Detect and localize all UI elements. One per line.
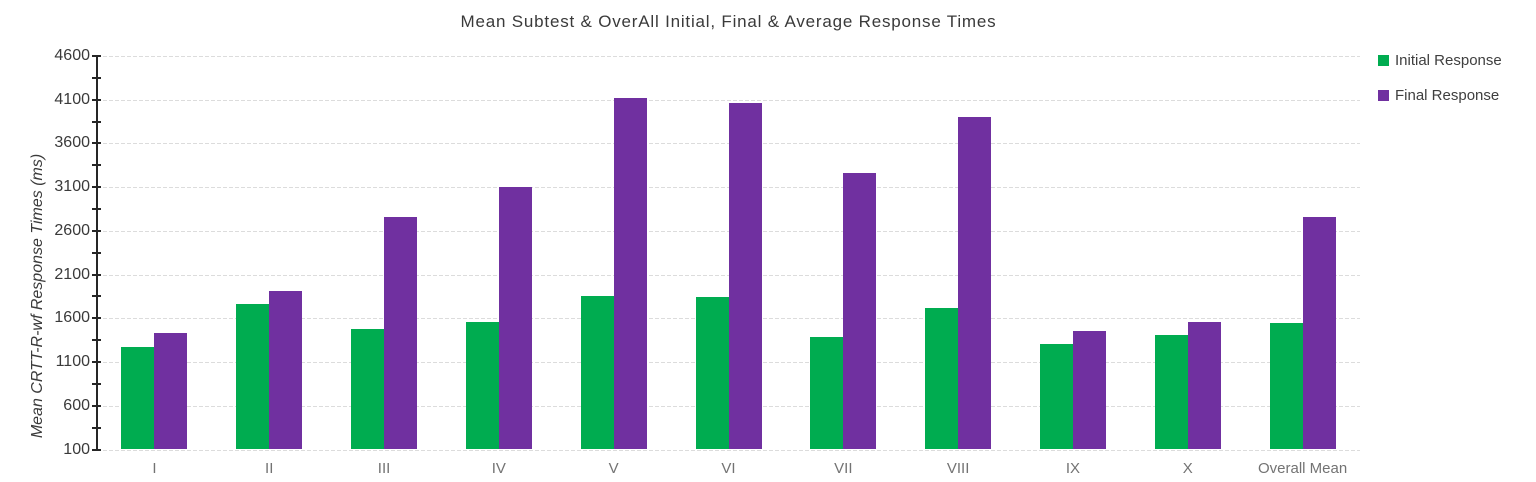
y-axis-tick-label: 4600 bbox=[54, 47, 90, 64]
y-axis-tick-label: 600 bbox=[63, 396, 90, 414]
bar-initial-response-vi bbox=[695, 297, 729, 450]
bar-initial-response-vii bbox=[810, 336, 844, 450]
bar-final-response-overall-mean bbox=[1302, 216, 1336, 450]
y-axis-tick bbox=[92, 382, 101, 385]
y-axis-tick bbox=[92, 295, 101, 298]
y-axis-tick bbox=[92, 361, 101, 364]
bar-final-response-x bbox=[1187, 321, 1221, 450]
bar-final-response-ii bbox=[269, 291, 303, 450]
bar-final-response-vi bbox=[728, 103, 762, 450]
bar-final-response-viii bbox=[958, 117, 992, 450]
bar-final-response-vii bbox=[843, 173, 877, 450]
x-axis-label: VIII bbox=[946, 459, 970, 477]
gridline bbox=[97, 449, 1360, 451]
bar-final-response-iii bbox=[384, 216, 418, 450]
y-axis-tick-label: 100 bbox=[63, 440, 90, 458]
y-axis-tick bbox=[92, 55, 101, 57]
legend-label: Final Response bbox=[1395, 87, 1500, 104]
y-axis-tick-label: 2600 bbox=[54, 221, 90, 239]
y-axis-tick bbox=[92, 120, 101, 123]
legend-item-initial-response: Initial Response bbox=[1378, 52, 1502, 69]
x-axis-label: X bbox=[1182, 459, 1193, 477]
x-axis-label: III bbox=[377, 459, 391, 477]
bar-final-response-iv bbox=[498, 187, 532, 450]
legend: Initial Response Final Response bbox=[1378, 52, 1502, 122]
x-axis-label: V bbox=[608, 459, 619, 477]
gridline bbox=[97, 56, 1360, 57]
y-axis-tick bbox=[92, 142, 101, 145]
x-axis-label: I bbox=[152, 459, 157, 477]
y-axis-tick bbox=[92, 404, 101, 407]
x-axis-label: II bbox=[265, 459, 274, 477]
y-axis-tick bbox=[92, 229, 101, 232]
legend-item-final-response: Final Response bbox=[1378, 87, 1502, 104]
y-axis-tick-label: 3100 bbox=[54, 178, 90, 196]
bar-initial-response-v bbox=[580, 296, 614, 450]
bar-initial-response-ix bbox=[1039, 343, 1073, 450]
bar-initial-response-iv bbox=[465, 321, 499, 450]
chart-title: Mean Subtest & OverAll Initial, Final & … bbox=[460, 12, 997, 31]
y-axis-tick bbox=[92, 98, 101, 101]
bar-initial-response-ii bbox=[236, 304, 270, 450]
y-axis-tick bbox=[92, 317, 101, 320]
x-axis-label: VII bbox=[834, 459, 853, 477]
y-axis-tick-label: 1600 bbox=[54, 309, 90, 327]
legend-label: Initial Response bbox=[1395, 52, 1502, 69]
y-axis-tick bbox=[92, 426, 101, 429]
legend-swatch-icon bbox=[1378, 90, 1389, 101]
bar-initial-response-overall-mean bbox=[1269, 322, 1303, 450]
bar-initial-response-iii bbox=[351, 328, 385, 450]
x-axis-label: IX bbox=[1065, 459, 1081, 477]
bar-initial-response-viii bbox=[925, 307, 959, 450]
x-axis-label: IV bbox=[491, 459, 506, 477]
gridline bbox=[97, 99, 1360, 101]
y-axis-tick bbox=[92, 164, 101, 167]
legend-swatch-icon bbox=[1378, 55, 1389, 66]
y-axis-tick-label: 1100 bbox=[55, 353, 90, 371]
x-axis-label: Overall Mean bbox=[1257, 459, 1348, 477]
x-axis-label: VI bbox=[721, 459, 736, 477]
y-axis-tick bbox=[92, 448, 101, 451]
bar-final-response-v bbox=[613, 97, 647, 450]
y-axis-tick bbox=[92, 273, 101, 276]
y-axis-tick bbox=[92, 208, 101, 211]
y-axis-tick bbox=[92, 76, 101, 79]
y-axis-tick bbox=[92, 339, 101, 342]
y-axis-tick bbox=[92, 251, 101, 254]
bar-final-response-ix bbox=[1072, 331, 1106, 450]
bar-initial-response-i bbox=[121, 347, 155, 450]
bar-final-response-i bbox=[154, 333, 188, 450]
y-axis-tick bbox=[92, 186, 101, 189]
y-axis-tick-label: 4100 bbox=[54, 90, 90, 108]
bar-initial-response-x bbox=[1154, 334, 1188, 450]
y-axis-tick-label: 2100 bbox=[54, 265, 90, 283]
y-axis-tick-label: 3600 bbox=[54, 134, 90, 152]
